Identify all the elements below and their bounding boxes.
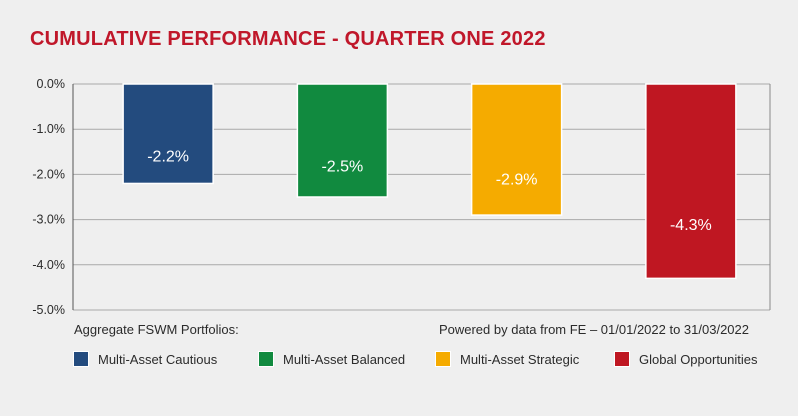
- legend: Multi-Asset Cautious Multi-Asset Balanced…: [73, 351, 763, 373]
- legend-swatch: [614, 351, 630, 367]
- y-tick-label: -1.0%: [32, 122, 65, 136]
- y-tick-label: -3.0%: [32, 213, 65, 227]
- chart-title: CUMULATIVE PERFORMANCE - QUARTER ONE 202…: [30, 28, 546, 50]
- bar: [645, 83, 737, 280]
- legend-title: Aggregate FSWM Portfolios:: [74, 322, 239, 337]
- bar: [122, 83, 214, 185]
- legend-swatch: [435, 351, 451, 367]
- legend-item: Global Opportunities: [614, 351, 758, 367]
- axis: [72, 84, 771, 310]
- legend-item: Multi-Asset Strategic: [435, 351, 579, 367]
- y-tick-label: 0.0%: [37, 77, 66, 91]
- legend-label: Global Opportunities: [639, 351, 758, 367]
- legend-swatch: [73, 351, 89, 367]
- data-label: -2.2%: [147, 149, 189, 166]
- y-tick-label: -5.0%: [32, 303, 65, 317]
- legend-label: Multi-Asset Cautious: [98, 351, 218, 367]
- legend-label: Multi-Asset Strategic: [460, 351, 580, 367]
- legend-swatch: [258, 351, 274, 367]
- bar-chart: -2.2% -2.5% -2.9% -4.3% 0.0% -1.0% -2.0% -3.0%…: [32, 77, 771, 317]
- source-note: Powered by data from FE – 01/01/2022 to …: [438, 322, 749, 337]
- y-tick-label: -2.0%: [32, 167, 65, 181]
- legend-item: Multi-Asset Cautious: [73, 351, 217, 367]
- y-tick-label: -4.0%: [32, 258, 65, 272]
- bar: [296, 83, 389, 198]
- data-label: -2.9%: [496, 171, 538, 188]
- legend-item: Multi-Asset Balanced: [258, 351, 405, 367]
- y-tick-labels: 0.0% -1.0% -2.0% -3.0% -4.0% -5.0%: [32, 77, 65, 317]
- data-label: -4.3%: [670, 217, 712, 234]
- data-labels: -2.2% -2.5% -2.9% -4.3%: [147, 149, 712, 234]
- data-label: -2.5%: [321, 158, 363, 175]
- legend-label: Multi-Asset Balanced: [283, 351, 406, 367]
- bars: [122, 83, 737, 280]
- bar: [470, 83, 563, 216]
